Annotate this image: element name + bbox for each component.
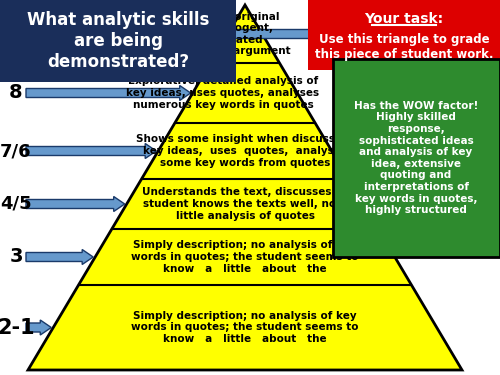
FancyBboxPatch shape — [0, 0, 236, 82]
Text: Shows some insight when discussing
key ideas,  uses  quotes,  analyses
some key : Shows some insight when discussing key i… — [136, 134, 354, 168]
Text: Explorative, detailed analysis of
key ideas, uses quotes, analyses
numerous key : Explorative, detailed analysis of key id… — [126, 76, 320, 110]
Text: Significant original
analysis, cogent,
sophisticated
analysis and argument: Significant original analysis, cogent, s… — [156, 12, 290, 56]
FancyBboxPatch shape — [308, 0, 500, 70]
FancyArrow shape — [26, 86, 190, 100]
FancyArrow shape — [26, 249, 93, 264]
Text: Use this triangle to grade
this piece of student work.: Use this triangle to grade this piece of… — [315, 33, 493, 61]
Text: 2-1: 2-1 — [0, 318, 35, 338]
Text: 7/6: 7/6 — [0, 142, 32, 160]
Text: Simply description; no analysis of key
words in quotes; the student seems to
kno: Simply description; no analysis of key w… — [131, 311, 359, 344]
FancyArrow shape — [26, 320, 52, 335]
FancyArrow shape — [26, 144, 156, 159]
Text: Simply description; no analysis of key
words in quotes; the student seems to
kno: Simply description; no analysis of key w… — [131, 240, 359, 274]
Text: 3: 3 — [9, 248, 23, 267]
Text: Understands the text, discusses it,
student knows the texts well, no a
little an: Understands the text, discusses it, stud… — [142, 188, 348, 220]
FancyBboxPatch shape — [333, 59, 500, 257]
Polygon shape — [28, 5, 462, 370]
Text: Has the WOW factor!
Highly skilled
response,
sophisticated ideas
and analysis of: Has the WOW factor! Highly skilled respo… — [354, 101, 478, 215]
Text: 9: 9 — [8, 24, 24, 44]
FancyArrow shape — [26, 27, 391, 42]
FancyArrow shape — [26, 196, 124, 211]
Text: 8: 8 — [9, 84, 23, 102]
Text: 4/5: 4/5 — [0, 195, 32, 213]
Text: Your task:: Your task: — [364, 12, 444, 26]
Text: What analytic skills
are being
demonstrated?: What analytic skills are being demonstra… — [27, 11, 209, 71]
